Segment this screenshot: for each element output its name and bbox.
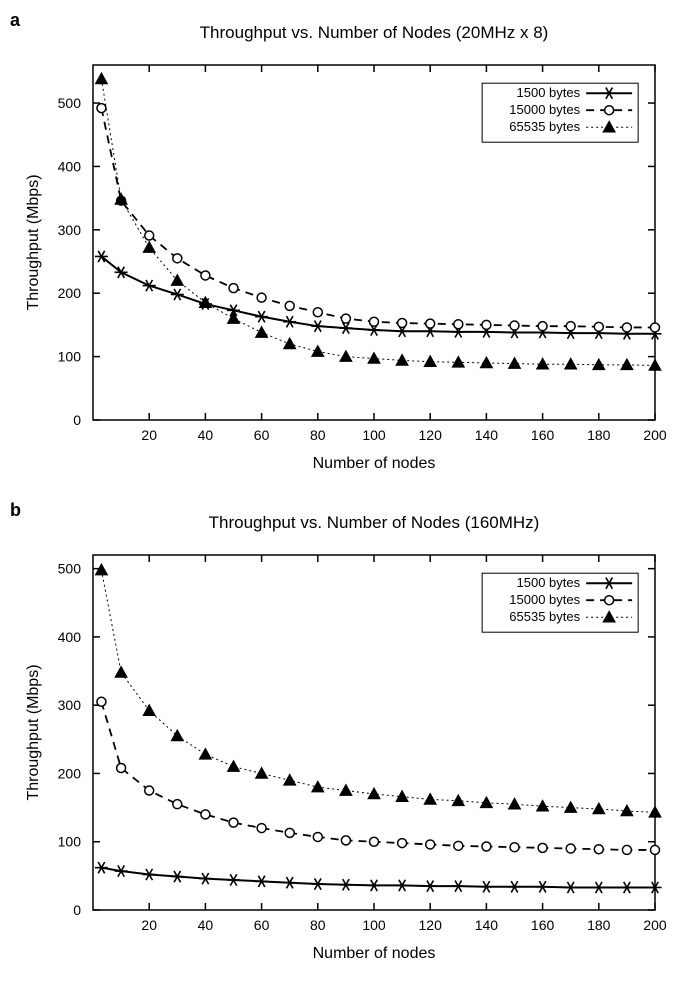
series-line-s15000 [101,702,655,850]
legend-label: 65535 bytes [509,119,580,134]
x-tick-label: 100 [362,427,386,443]
x-tick-label: 100 [362,917,386,933]
y-tick-label: 400 [58,629,82,645]
y-tick-label: 300 [58,222,82,238]
y-tick-label: 200 [58,285,82,301]
x-tick-label: 20 [141,917,157,933]
y-tick-label: 100 [58,834,82,850]
y-tick-label: 0 [73,412,81,428]
x-tick-label: 40 [198,427,214,443]
panel-label: b [10,500,21,521]
chart-title: Throughput vs. Number of Nodes (20MHz x … [200,23,549,42]
x-tick-label: 160 [531,427,555,443]
figure-container: a Throughput vs. Number of Nodes (20MHz x… [10,10,675,980]
y-axis-title: Throughput (Mbps) [25,174,42,310]
x-tick-label: 120 [419,427,443,443]
x-axis-title: Number of nodes [313,455,436,472]
x-tick-label: 60 [254,427,270,443]
series-line-s15000 [101,108,655,327]
panel-label: a [10,10,20,31]
y-tick-label: 500 [58,95,82,111]
x-tick-label: 80 [310,427,326,443]
x-tick-label: 60 [254,917,270,933]
chart-svg: Throughput vs. Number of Nodes (20MHz x … [10,10,675,490]
x-tick-label: 200 [643,917,667,933]
x-tick-label: 160 [531,917,555,933]
legend-label: 65535 bytes [509,609,580,624]
legend-label: 15000 bytes [509,102,580,117]
x-tick-label: 180 [587,427,611,443]
chart-title: Throughput vs. Number of Nodes (160MHz) [209,513,540,532]
x-tick-label: 20 [141,427,157,443]
y-tick-label: 400 [58,158,82,174]
y-tick-label: 300 [58,697,82,713]
panel-a: a Throughput vs. Number of Nodes (20MHz x… [10,10,675,490]
y-tick-label: 0 [73,902,81,918]
x-axis-title: Number of nodes [313,945,436,962]
x-tick-label: 140 [475,427,499,443]
x-tick-label: 80 [310,917,326,933]
y-axis-title: Throughput (Mbps) [25,664,42,800]
legend: 1500 bytes 15000 bytes 65535 bytes [482,83,638,142]
y-tick-label: 100 [58,349,82,365]
y-tick-label: 500 [58,561,82,577]
x-tick-label: 200 [643,427,667,443]
x-tick-label: 40 [198,917,214,933]
panel-b: bThroughput vs. Number of Nodes (160MHz)… [10,500,675,980]
y-tick-label: 200 [58,765,82,781]
x-tick-label: 120 [419,917,443,933]
legend-label: 1500 bytes [517,575,581,590]
x-tick-label: 140 [475,917,499,933]
legend-label: 15000 bytes [509,592,580,607]
legend-label: 1500 bytes [517,85,581,100]
chart-svg: Throughput vs. Number of Nodes (160MHz) 2… [10,500,675,980]
legend: 1500 bytes 15000 bytes 65535 bytes [482,573,638,632]
x-tick-label: 180 [587,917,611,933]
